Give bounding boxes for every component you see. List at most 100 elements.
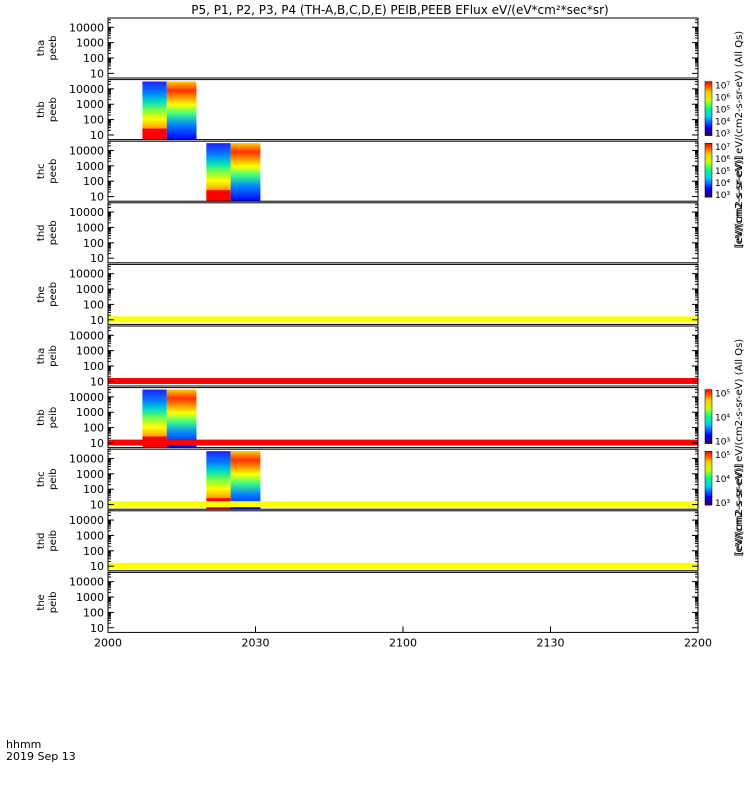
panel-frame xyxy=(107,387,699,449)
y-tick-label: 1000 xyxy=(76,468,104,481)
panel-probe-label: thc xyxy=(36,163,47,179)
x-axis: 2000 2030 2100 2130 2200 xyxy=(94,626,712,649)
colorbar xyxy=(704,450,713,506)
panel-probe-label: thd xyxy=(36,224,47,241)
colorbar-tick-label: 10³ xyxy=(715,130,730,140)
colorbar-tick-label: 10⁵ xyxy=(715,167,730,177)
y-tick-label: 10 xyxy=(90,191,104,204)
y-tick-label: 1000 xyxy=(76,591,104,604)
y-tick-label: 10 xyxy=(90,375,104,388)
x-tick-label: 2200 xyxy=(684,636,712,649)
panel-probe-label: the xyxy=(36,286,47,302)
colorbar-label: [eV/(cm2-s-sr-eV)] eV/(cm2-s-sr-eV) (All… xyxy=(734,31,745,249)
y-tick-label: 1000 xyxy=(76,345,104,358)
y-tick-label: 10000 xyxy=(69,83,104,96)
panel-probe-label: thb xyxy=(36,409,47,426)
panel-probe-label: thb xyxy=(36,101,47,118)
y-tick-label: 100 xyxy=(83,606,104,619)
y-tick-label: 1000 xyxy=(76,160,104,173)
panel-frame xyxy=(107,79,699,141)
panel-frame xyxy=(107,17,699,79)
quality-strip xyxy=(108,316,698,323)
x-tick-label: 2030 xyxy=(242,636,270,649)
panel-product-label: peib xyxy=(48,468,59,490)
quality-strip xyxy=(108,562,698,569)
colorbar-tick-label: 10⁴ xyxy=(715,118,730,128)
panel-thd-peib: 10 100 1000 10000 thd peib xyxy=(36,510,699,573)
x-tick-label: 2100 xyxy=(389,636,417,649)
panel-thd-peeb: 10 100 1000 10000 thd peeb xyxy=(36,202,699,265)
panel-product-label: peib xyxy=(48,407,59,429)
y-tick-label: 100 xyxy=(83,52,104,65)
panel-product-label: peib xyxy=(48,345,59,367)
quality-strip xyxy=(108,501,698,508)
panel-frame xyxy=(107,571,699,633)
x-tick-label: 2130 xyxy=(537,636,565,649)
panel-frame xyxy=(107,448,699,510)
colorbar-tick-label: 10⁴ xyxy=(715,179,730,189)
panel-product-label: peeb xyxy=(48,97,59,122)
colorbar-tick-label: 10³ xyxy=(715,499,730,509)
y-tick-label: 10000 xyxy=(69,576,104,589)
y-tick-label: 10000 xyxy=(69,391,104,404)
y-tick-label: 10000 xyxy=(69,514,104,527)
panel-frame xyxy=(107,510,699,572)
y-tick-label: 100 xyxy=(83,237,104,250)
spectrogram-block xyxy=(166,81,197,140)
y-tick-label: 100 xyxy=(83,298,104,311)
chart-title: P5, P1, P2, P3, P4 (TH-A,B,C,D,E) PEIB,P… xyxy=(191,3,608,17)
y-tick-label: 100 xyxy=(83,483,104,496)
quality-strip xyxy=(108,378,698,384)
panel-probe-label: thd xyxy=(36,532,47,549)
y-tick-label: 10000 xyxy=(69,329,104,342)
panel-probe-label: tha xyxy=(36,348,47,364)
panel-product-label: peeb xyxy=(48,282,59,307)
colorbar-tick-label: 10⁵ xyxy=(715,451,730,461)
y-tick-label: 1000 xyxy=(76,221,104,234)
y-tick-label: 10 xyxy=(90,129,104,142)
y-tick-label: 1000 xyxy=(76,37,104,50)
spectrogram-block xyxy=(206,143,231,202)
colorbar-label: [eV/(cm2-s-sr-eV)] xyxy=(734,155,745,246)
y-tick-label: 100 xyxy=(83,422,104,435)
colorbar-tick-label: 10⁴ xyxy=(715,475,730,485)
y-tick-label: 10 xyxy=(90,314,104,327)
spectrogram-block xyxy=(206,451,231,510)
time-axis-label: hhmm xyxy=(6,738,41,751)
panel-product-label: peib xyxy=(48,530,59,552)
y-tick-label: 10000 xyxy=(69,206,104,219)
panel-product-label: peib xyxy=(48,592,59,614)
colorbar-tick-label: 10⁷ xyxy=(715,143,730,153)
colorbar-tick-label: 10⁷ xyxy=(715,82,730,92)
colorbar-tick-label: 10³ xyxy=(715,438,730,448)
colorbar xyxy=(704,389,713,444)
panel-frame xyxy=(107,202,699,264)
panel-product-label: peeb xyxy=(48,36,59,61)
panel-probe-label: thc xyxy=(36,471,47,487)
colorbar-tick-label: 10⁵ xyxy=(715,106,730,116)
panel-frame xyxy=(107,140,699,202)
colorbar xyxy=(704,81,713,136)
panel-probe-label: tha xyxy=(36,40,47,56)
y-tick-label: 10 xyxy=(90,560,104,573)
y-tick-label: 10 xyxy=(90,622,104,635)
colorbar-label: [eV/(cm2-s-sr-eV)] xyxy=(734,463,745,554)
y-tick-label: 10000 xyxy=(69,452,104,465)
y-tick-label: 10000 xyxy=(69,21,104,34)
y-tick-label: 10 xyxy=(90,252,104,265)
panel-tha-peib: 10 100 1000 10000 tha peib xyxy=(36,325,699,388)
colorbar-label: [eV/(cm2-s-sr-eV)] eV/(cm2-s-sr-eV) (All… xyxy=(734,339,745,557)
y-tick-label: 1000 xyxy=(76,98,104,111)
spectrogram-block xyxy=(142,81,167,140)
colorbar-tick-label: 10⁶ xyxy=(715,155,730,165)
colorbar-tick-label: 10⁵ xyxy=(715,390,730,400)
x-tick-label: 2000 xyxy=(94,636,122,649)
spectrogram-block xyxy=(230,143,261,202)
panel-frame xyxy=(107,325,699,387)
panel-the-peib: 10 100 1000 10000 the peib xyxy=(36,571,699,635)
